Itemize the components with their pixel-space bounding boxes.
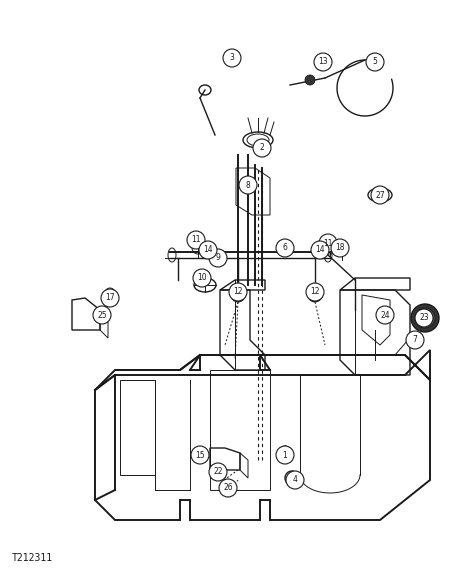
Text: 3: 3: [229, 53, 235, 63]
Text: 14: 14: [315, 246, 325, 255]
Text: 6: 6: [283, 243, 287, 252]
Circle shape: [101, 289, 119, 307]
Circle shape: [223, 49, 241, 67]
Circle shape: [219, 479, 237, 497]
Text: 12: 12: [233, 288, 243, 297]
Circle shape: [286, 471, 304, 489]
Text: 15: 15: [195, 450, 205, 459]
Text: 7: 7: [412, 335, 418, 344]
Text: 27: 27: [375, 190, 385, 200]
Text: 25: 25: [97, 310, 107, 320]
Circle shape: [231, 288, 245, 302]
Circle shape: [311, 241, 329, 259]
Text: 18: 18: [335, 243, 345, 252]
Circle shape: [306, 283, 324, 301]
Circle shape: [187, 231, 205, 249]
Text: 17: 17: [105, 293, 115, 302]
Circle shape: [376, 306, 394, 324]
Circle shape: [314, 53, 332, 71]
Text: 5: 5: [373, 58, 377, 67]
Text: 1: 1: [283, 450, 287, 459]
Circle shape: [371, 186, 389, 204]
Circle shape: [199, 241, 217, 259]
Circle shape: [279, 446, 291, 458]
Circle shape: [229, 283, 247, 301]
Text: 10: 10: [197, 274, 207, 282]
Circle shape: [406, 331, 424, 349]
Text: 22: 22: [213, 467, 223, 477]
Circle shape: [276, 446, 294, 464]
Text: 11: 11: [323, 239, 333, 247]
Circle shape: [239, 176, 257, 194]
Text: 11: 11: [191, 236, 201, 244]
Text: 12: 12: [310, 288, 320, 297]
Circle shape: [276, 239, 294, 257]
Text: 2: 2: [260, 144, 264, 152]
Circle shape: [415, 308, 435, 328]
Circle shape: [415, 309, 433, 327]
Circle shape: [93, 306, 111, 324]
Circle shape: [253, 139, 271, 157]
Text: 4: 4: [292, 476, 298, 485]
Text: 14: 14: [203, 246, 213, 255]
Circle shape: [308, 288, 322, 302]
Text: 9: 9: [216, 254, 220, 263]
Text: 13: 13: [318, 58, 328, 67]
Circle shape: [191, 446, 209, 464]
Circle shape: [209, 249, 227, 267]
Text: 23: 23: [419, 313, 429, 323]
Circle shape: [366, 53, 384, 71]
Circle shape: [411, 304, 439, 332]
Text: T212311: T212311: [12, 553, 53, 563]
Circle shape: [331, 239, 349, 257]
Circle shape: [319, 234, 337, 252]
Circle shape: [305, 75, 315, 85]
Text: 8: 8: [246, 181, 250, 190]
Text: 26: 26: [223, 484, 233, 493]
Circle shape: [193, 269, 211, 287]
Circle shape: [209, 463, 227, 481]
Text: 24: 24: [380, 310, 390, 320]
